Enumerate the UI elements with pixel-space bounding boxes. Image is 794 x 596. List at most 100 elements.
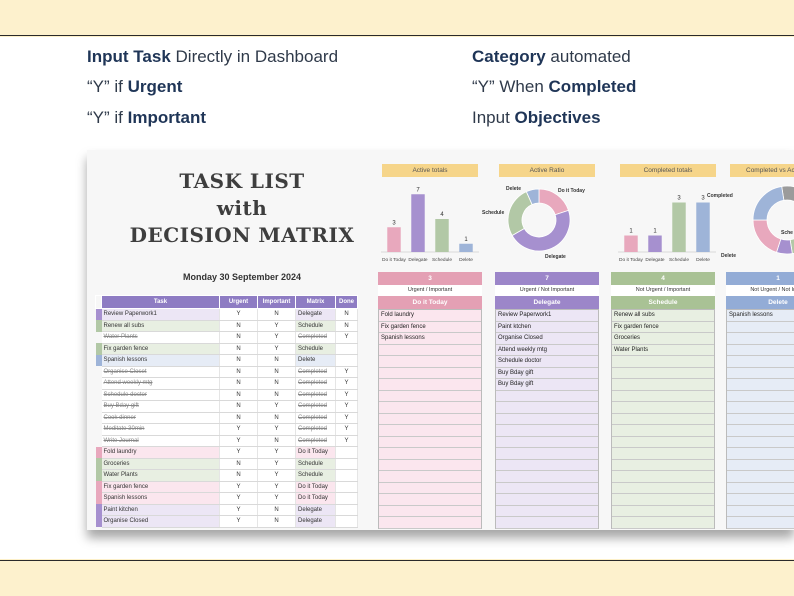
cell-matrix[interactable]: Do it Today (295, 446, 336, 459)
cell-done[interactable] (335, 504, 358, 516)
list-item[interactable]: Renew all subs (612, 310, 714, 322)
cell-important[interactable]: Y (257, 458, 296, 470)
cell-important[interactable]: N (257, 504, 296, 516)
header-done[interactable]: Done (335, 295, 358, 309)
cell-task[interactable]: Cook dinner (101, 412, 220, 424)
list-item[interactable]: Buy Bday gift (496, 368, 598, 379)
cell-matrix[interactable]: Delegate (295, 308, 336, 321)
list-item[interactable]: Paint ktchen (496, 322, 598, 333)
cell-task[interactable]: Buy Bday gift (101, 400, 220, 413)
cell-task[interactable]: Attend weekly mtg (101, 377, 220, 390)
cell-done[interactable]: Y (335, 331, 358, 344)
cell-task[interactable]: Spanish lessons (101, 492, 220, 505)
list-item[interactable]: Attend weekly mtg (496, 345, 598, 356)
table-row[interactable]: Renew all subs N Y Schedule N (95, 320, 358, 332)
list-item[interactable] (727, 368, 794, 379)
list-item[interactable] (496, 437, 598, 448)
cell-matrix[interactable]: Delete (295, 354, 336, 367)
cell-matrix[interactable]: Delegate (295, 515, 336, 528)
cell-task[interactable]: Renew all subs (101, 320, 220, 332)
cell-important[interactable]: Y (257, 481, 296, 493)
cell-task[interactable]: Organise Closed (101, 515, 220, 528)
table-row[interactable]: Organise Closed Y N Delegate (95, 515, 358, 528)
list-item[interactable] (379, 391, 481, 402)
cell-task[interactable]: Fix garden fence (101, 343, 220, 355)
list-item[interactable]: Spanish lessons (727, 310, 794, 322)
table-row[interactable]: Water Plants N Y Schedule (95, 469, 358, 482)
list-item[interactable] (379, 517, 481, 529)
list-item[interactable] (496, 391, 598, 402)
cell-matrix[interactable]: Schedule (295, 343, 336, 355)
cell-important[interactable]: Y (257, 331, 296, 344)
cell-important[interactable]: Y (257, 400, 296, 413)
cell-urgent[interactable]: N (219, 331, 258, 344)
list-item[interactable] (379, 379, 481, 391)
list-item[interactable] (727, 506, 794, 517)
list-item[interactable] (727, 402, 794, 414)
list-item[interactable] (612, 379, 714, 391)
list-item[interactable] (496, 471, 598, 483)
cell-matrix[interactable]: Completed (295, 366, 336, 378)
cell-done[interactable]: Y (335, 412, 358, 424)
cell-urgent[interactable]: N (219, 469, 258, 482)
table-row[interactable]: Water Plants N Y Completed Y (95, 331, 358, 344)
table-row[interactable]: Fix garden fence Y Y Do it Today (95, 481, 358, 493)
list-item[interactable] (612, 506, 714, 517)
table-row[interactable]: Meditate 30min Y Y Completed Y (95, 423, 358, 436)
list-item[interactable] (727, 391, 794, 402)
list-item[interactable] (727, 437, 794, 448)
cell-done[interactable]: N (335, 320, 358, 332)
cell-task[interactable]: Water Plants (101, 469, 220, 482)
cell-task[interactable]: Spanish lessons (101, 354, 220, 367)
list-item[interactable]: Groceries (612, 333, 714, 345)
list-item[interactable] (727, 483, 794, 494)
list-item[interactable] (612, 448, 714, 460)
list-item[interactable] (612, 356, 714, 368)
cell-important[interactable]: N (257, 515, 296, 528)
list-item[interactable] (612, 460, 714, 471)
cell-done[interactable] (335, 343, 358, 355)
cell-matrix[interactable]: Completed (295, 412, 336, 424)
cell-task[interactable]: Fix garden fence (101, 481, 220, 493)
cell-urgent[interactable]: Y (219, 515, 258, 528)
cell-task[interactable]: Schedule doctor (101, 389, 220, 401)
cell-matrix[interactable]: Schedule (295, 458, 336, 470)
cell-done[interactable] (335, 492, 358, 505)
cell-matrix[interactable]: Do it Today (295, 481, 336, 493)
cell-done[interactable] (335, 446, 358, 459)
cell-task[interactable]: Water Plants (101, 331, 220, 344)
cell-done[interactable] (335, 515, 358, 528)
cell-important[interactable]: N (257, 412, 296, 424)
cell-matrix[interactable]: Delegate (295, 504, 336, 516)
list-item[interactable] (496, 483, 598, 494)
cell-urgent[interactable]: N (219, 389, 258, 401)
cell-matrix[interactable]: Completed (295, 423, 336, 436)
cell-done[interactable]: Y (335, 366, 358, 378)
cell-matrix[interactable]: Schedule (295, 320, 336, 332)
cell-important[interactable]: N (257, 377, 296, 390)
header-urgent[interactable]: Urgent (219, 295, 258, 309)
header-matrix[interactable]: Matrix (295, 295, 336, 309)
cell-done[interactable]: N (335, 308, 358, 321)
list-item[interactable] (727, 471, 794, 483)
list-item[interactable] (379, 506, 481, 517)
list-item[interactable] (612, 368, 714, 379)
cell-urgent[interactable]: N (219, 366, 258, 378)
list-item[interactable] (727, 322, 794, 333)
table-row[interactable]: Groceries N Y Schedule (95, 458, 358, 470)
list-item[interactable] (496, 425, 598, 437)
cell-done[interactable]: Y (335, 389, 358, 401)
cell-matrix[interactable]: Completed (295, 400, 336, 413)
cell-done[interactable]: Y (335, 400, 358, 413)
list-item[interactable] (496, 414, 598, 425)
cell-matrix[interactable]: Completed (295, 389, 336, 401)
table-row[interactable]: Attend weekly mtg N N Completed Y (95, 377, 358, 390)
table-row[interactable]: Spanish lessons N N Delete (95, 354, 358, 367)
header-important[interactable]: Important (257, 295, 296, 309)
table-row[interactable]: Buy Bday gift N Y Completed Y (95, 400, 358, 413)
table-row[interactable]: Fold laundry Y Y Do it Today (95, 446, 358, 459)
cell-matrix[interactable]: Schedule (295, 469, 336, 482)
cell-urgent[interactable]: Y (219, 504, 258, 516)
cell-task[interactable]: Groceries (101, 458, 220, 470)
cell-important[interactable]: Y (257, 469, 296, 482)
